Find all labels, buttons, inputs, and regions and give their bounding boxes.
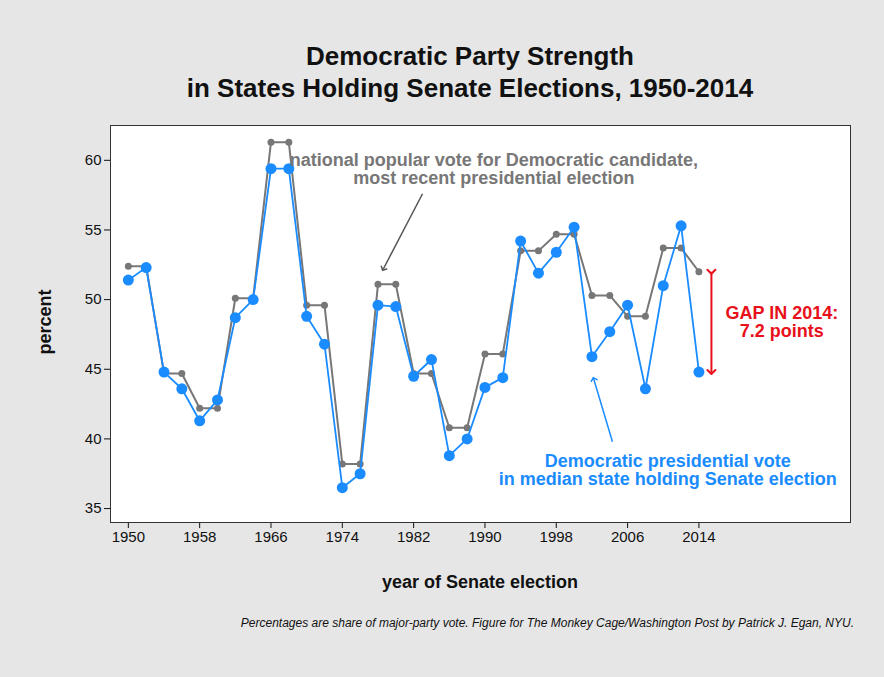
svg-text:1958: 1958 (183, 528, 216, 545)
svg-text:2014: 2014 (682, 528, 715, 545)
svg-text:60: 60 (85, 151, 102, 168)
svg-text:Democratic presidential votein: Democratic presidential votein median st… (499, 451, 837, 489)
svg-text:35: 35 (85, 499, 102, 516)
svg-text:1950: 1950 (112, 528, 145, 545)
svg-text:55: 55 (85, 221, 102, 238)
svg-text:national popular vote for Demo: national popular vote for Democratic can… (290, 150, 698, 188)
html-text:percent: percent (34, 289, 55, 355)
svg-text:40: 40 (85, 430, 102, 447)
svg-text:1982: 1982 (397, 528, 430, 545)
html-text:year of Senate election: year of Senate election (382, 572, 578, 592)
svg-text:GAP IN 2014:7.2 points: GAP IN 2014:7.2 points (725, 303, 838, 341)
svg-text:1998: 1998 (540, 528, 573, 545)
html-text:Percentages are share of major: Percentages are share of major-party vot… (240, 616, 854, 630)
svg-text:50: 50 (85, 290, 102, 307)
svg-text:45: 45 (85, 360, 102, 377)
html-text:Democratic Party Strength in S: Democratic Party Strength in States Hold… (186, 41, 754, 103)
svg-text:1974: 1974 (326, 528, 359, 545)
svg-text:1990: 1990 (468, 528, 501, 545)
svg-text:1966: 1966 (254, 528, 287, 545)
svg-text:2006: 2006 (611, 528, 644, 545)
